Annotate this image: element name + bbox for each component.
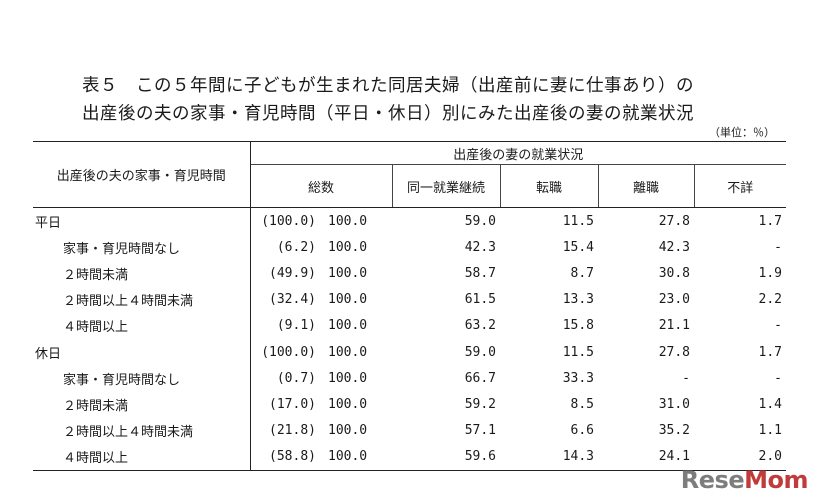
quit-cell: 23.0 [658, 292, 690, 308]
table-row: 平日 (100.0) 100.0 59.0 11.5 27.8 1.7 [33, 207, 786, 235]
quit-cell: 35.2 [658, 423, 690, 439]
continued-cell: 63.2 [464, 318, 496, 334]
title-line-2: 出産後の夫の家事・育児時間（平日・休日）別にみた出産後の妻の就業状況 [82, 104, 694, 124]
quit-cell: 42.3 [658, 239, 690, 255]
job-change-cell: 33.3 [562, 370, 594, 386]
table-body: 平日 (100.0) 100.0 59.0 11.5 27.8 1.7 家事・育児時間なし (6… [33, 207, 786, 471]
table-row: 休日 (100.0) 100.0 59.0 11.5 27.8 1.7 [33, 338, 786, 366]
col-header-job-change: 転職 [499, 164, 598, 208]
base-count-cell: (32.4) [269, 292, 316, 308]
col-header-continued: 同一就業継続 [391, 164, 500, 208]
base-count-cell: (58.8) [250, 443, 322, 471]
unknown-cell: 1.7 [758, 213, 782, 229]
table-row: 家事・育児時間なし (0.7) 100.0 66.7 33.3 - - [33, 365, 786, 392]
continued-cell: 59.2 [464, 396, 496, 412]
row-label: 家事・育児時間なし [33, 365, 251, 392]
base-count-cell: (49.9) [269, 265, 316, 281]
unknown-cell: 2.2 [758, 292, 782, 308]
continued-cell: 59.0 [464, 213, 496, 229]
continued-cell: 58.7 [464, 265, 496, 281]
unknown-cell: - [774, 239, 782, 255]
base-count-cell: (100.0) [261, 344, 316, 360]
row-label: 休日 [33, 338, 251, 366]
row-label: ４時間以上 [33, 443, 251, 471]
unknown-cell: 1.1 [758, 423, 782, 439]
col-header-unknown: 不詳 [693, 164, 786, 208]
unknown-cell: 1.9 [758, 265, 782, 281]
row-label: 家事・育児時間なし [33, 234, 251, 261]
unit-note: （単位：％） [709, 126, 775, 139]
total-cell: 100.0 [328, 239, 368, 255]
job-change-cell: 15.4 [562, 239, 594, 255]
table-row: 家事・育児時間なし (6.2) 100.0 42.3 15.4 42.3 - [33, 234, 786, 261]
total-cell: 100.0 [328, 265, 368, 281]
col-header-quit: 離職 [597, 164, 694, 208]
table-title: 表５ この５年間に子どもが生まれた同居夫婦（出産前に妻に仕事あり）の 出産後の夫… [82, 72, 782, 128]
unknown-cell: - [774, 318, 782, 334]
job-change-cell: 11.5 [562, 213, 594, 229]
total-cell: 100.0 [328, 344, 368, 360]
group-header: 出産後の妻の就業状況 [250, 141, 786, 165]
job-change-cell: 8.5 [570, 396, 594, 412]
continued-cell: 61.5 [464, 292, 496, 308]
quit-cell: 31.0 [658, 396, 690, 412]
unknown-cell: - [774, 370, 782, 386]
row-label: ２時間未満 [33, 391, 251, 418]
row-label: ２時間未満 [33, 260, 251, 287]
job-change-cell: 11.5 [562, 344, 594, 360]
unknown-cell: 2.0 [694, 443, 786, 471]
quit-cell: 21.1 [658, 318, 690, 334]
base-count-cell: (100.0) [261, 213, 316, 229]
job-change-cell: 15.8 [562, 318, 594, 334]
job-change-cell: 14.3 [500, 443, 598, 471]
unknown-cell: 1.7 [758, 344, 782, 360]
resemom-logo: ReseMom [680, 466, 809, 494]
total-cell: 100.0 [328, 213, 368, 229]
base-count-cell: (0.7) [276, 370, 316, 386]
table-row: ４時間以上 (9.1) 100.0 63.2 15.8 21.1 - [33, 312, 786, 339]
job-change-cell: 13.3 [562, 292, 594, 308]
base-count-cell: (6.2) [276, 239, 316, 255]
table-row: ２時間以上４時間未満 (21.8) 100.0 57.1 6.6 35.2 1.1 [33, 417, 786, 444]
row-label: 平日 [33, 207, 251, 235]
total-cell: 100.0 [328, 292, 368, 308]
quit-cell: 30.8 [658, 265, 690, 281]
total-cell: 100.0 [328, 396, 368, 412]
continued-cell: 42.3 [464, 239, 496, 255]
total-cell: 100.0 [328, 423, 368, 439]
base-count-cell: (17.0) [269, 396, 316, 412]
total-cell: 100.0 [322, 443, 392, 471]
quit-cell: 24.1 [598, 443, 694, 471]
row-label: ２時間以上４時間未満 [33, 286, 251, 313]
job-change-cell: 8.7 [570, 265, 594, 281]
employment-table: 出産後の夫の家事・育児時間 出産後の妻の就業状況 総数 同一就業継続 転職 離職… [33, 141, 786, 471]
row-label: ４時間以上 [33, 312, 251, 339]
title-line-1: 表５ この５年間に子どもが生まれた同居夫婦（出産前に妻に仕事あり）の [82, 76, 694, 96]
continued-cell: 57.1 [464, 423, 496, 439]
row-header: 出産後の夫の家事・育児時間 [33, 141, 251, 208]
total-cell: 100.0 [328, 318, 368, 334]
job-change-cell: 6.6 [570, 423, 594, 439]
unknown-cell: 1.4 [758, 396, 782, 412]
base-count-cell: (21.8) [269, 423, 316, 439]
table-row: ２時間以上４時間未満 (32.4) 100.0 61.5 13.3 23.0 2.2 [33, 286, 786, 313]
quit-cell: 27.8 [658, 213, 690, 229]
base-count-cell: (9.1) [276, 318, 316, 334]
quit-cell: 27.8 [658, 344, 690, 360]
continued-cell: 66.7 [464, 370, 496, 386]
continued-cell: 59.0 [464, 344, 496, 360]
table-row: ２時間未満 (49.9) 100.0 58.7 8.7 30.8 1.9 [33, 260, 786, 287]
quit-cell: - [682, 370, 690, 386]
continued-cell: 59.6 [392, 443, 500, 471]
col-header-total: 総数 [250, 164, 392, 208]
table-row: ４時間以上 (58.8) 100.0 59.6 14.3 24.1 2.0 [33, 443, 786, 471]
row-label: ２時間以上４時間未満 [33, 417, 251, 444]
table-row: ２時間未満 (17.0) 100.0 59.2 8.5 31.0 1.4 [33, 391, 786, 418]
total-cell: 100.0 [328, 370, 368, 386]
